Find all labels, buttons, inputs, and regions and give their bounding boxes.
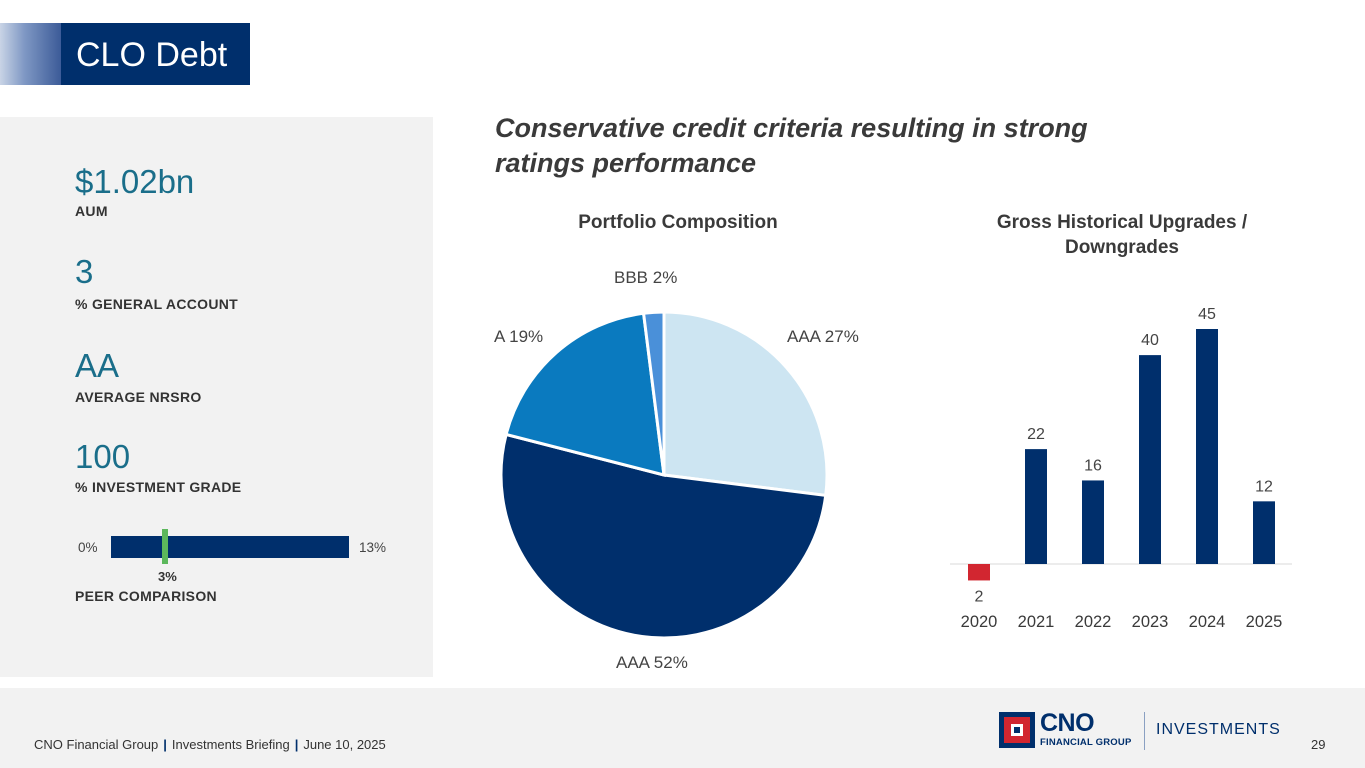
peer-comparison-label: PEER COMPARISON (75, 588, 217, 604)
bar-2022 (1082, 480, 1104, 564)
bar-category-2020: 2020 (961, 613, 998, 631)
footer-event: Investments Briefing (171, 737, 290, 752)
bar-value-2024: 45 (1198, 306, 1216, 323)
logo-division: INVESTMENTS (1156, 721, 1281, 738)
page-number: 29 (1311, 737, 1326, 752)
pie-slice-bbb-2 (641, 310, 666, 476)
kpi-panel (0, 117, 433, 677)
bar-category-2022: 2022 (1075, 613, 1112, 631)
bar-value-2021: 22 (1027, 426, 1045, 443)
title-accent (0, 23, 61, 85)
bar-chart: 2 2020 22 2021 16 2022 40 2023 45 2024 12 2025 (950, 306, 1292, 631)
kpi-general-account-label: % GENERAL ACCOUNT (75, 296, 238, 312)
slide-title: CLO Debt (76, 36, 228, 74)
kpi-general-account-value: 3 (75, 253, 94, 290)
bar-category-2023: 2023 (1132, 613, 1169, 631)
bar-chart-title: Gross Historical Upgrades / Downgrades (996, 212, 1248, 258)
bar-value-2022: 16 (1084, 457, 1102, 474)
pie-label-aaa-27: AAA 27% (787, 327, 859, 346)
kpi-investment-grade-value: 100 (75, 438, 131, 475)
footer (0, 688, 1365, 768)
logo-subtitle: FINANCIAL GROUP (1040, 737, 1132, 748)
bar-2023 (1139, 355, 1161, 564)
logo-divider (1144, 712, 1145, 750)
kpi-nrsro-value: AA (75, 347, 120, 384)
pie-label-bbb-2: BBB 2% (614, 268, 678, 287)
logo-name: CNO (1040, 709, 1095, 737)
footer-date: June 10, 2025 (303, 737, 386, 752)
peer-value-label: 3% (158, 569, 177, 584)
pie-slice-a-19 (504, 311, 666, 478)
footer-separator-2: | (294, 737, 299, 752)
title-background (61, 23, 250, 85)
pie-label-aaa-52: AAA 52% (616, 653, 688, 672)
footer-text: CNO Financial Group | Investments Briefing… (34, 737, 386, 752)
title-bar: CLO Debt (0, 23, 250, 85)
bar-category-2024: 2024 (1189, 613, 1226, 631)
peer-min-label: 0% (78, 540, 98, 555)
bar-2024 (1196, 329, 1218, 564)
peer-range-bar (111, 536, 349, 558)
pie-slice-aaa-52 (499, 432, 828, 640)
kpi-aum-label: AUM (75, 203, 108, 219)
kpi-aum-value: $1.02bn (75, 163, 195, 200)
peer-max-label: 13% (359, 540, 387, 555)
bar-2025 (1253, 501, 1275, 564)
bar-category-2021: 2021 (1018, 613, 1055, 631)
kpi-nrsro-label: AVERAGE NRSRO (75, 389, 202, 405)
footer-separator-1: | (163, 737, 167, 752)
pie-label-a-19: A 19% (494, 327, 544, 346)
bar-2020 (968, 564, 990, 581)
pie-chart-title: Portfolio Composition (578, 212, 778, 233)
cno-logo: CNO FINANCIAL GROUP INVESTMENTS (999, 709, 1281, 752)
cno-logo-icon (999, 712, 1035, 748)
footer-company: CNO Financial Group (34, 737, 159, 752)
bar-value-2023: 40 (1141, 332, 1159, 349)
bar-2021 (1025, 449, 1047, 564)
kpi-investment-grade-label: % INVESTMENT GRADE (75, 479, 242, 495)
peer-marker (162, 529, 168, 564)
bar-value-2020: 2 (975, 588, 984, 605)
headline: Conservative credit criteria resulting i… (495, 113, 1088, 178)
bar-category-2025: 2025 (1246, 613, 1283, 631)
pie-slice-aaa-27 (662, 310, 829, 498)
bar-value-2025: 12 (1255, 478, 1273, 495)
